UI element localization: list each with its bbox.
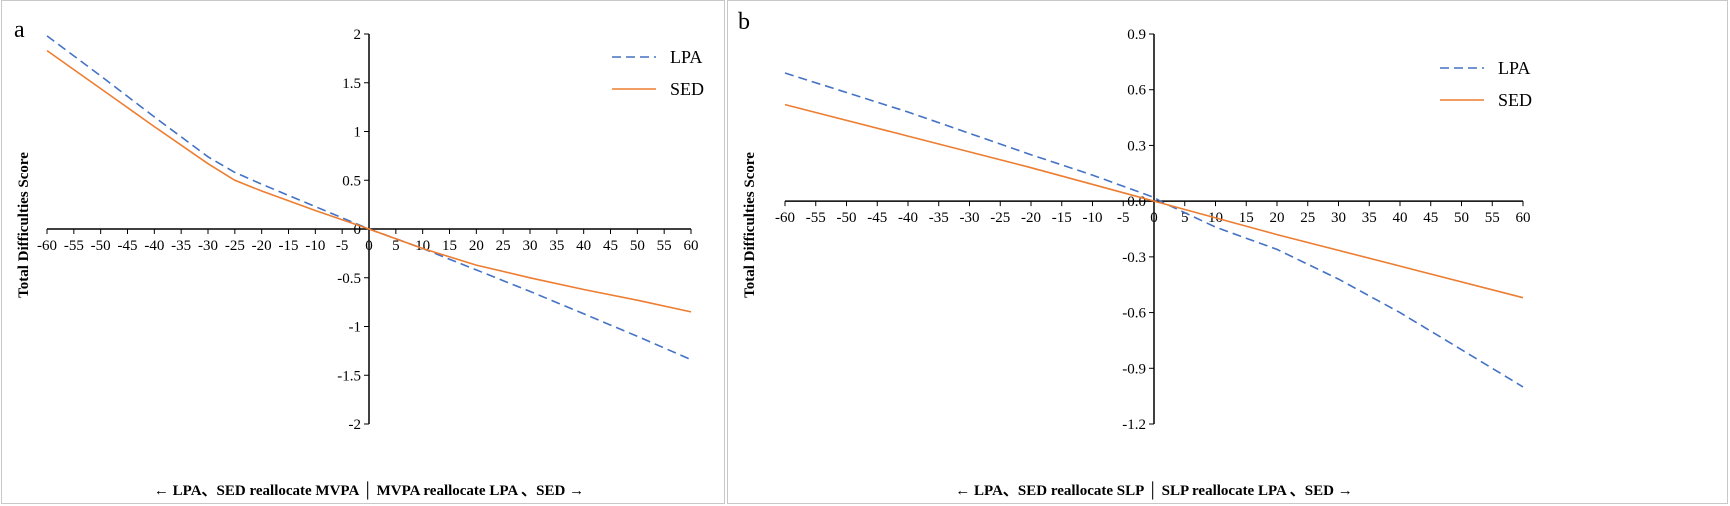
x-tick-label: -10 — [305, 238, 325, 254]
x-tick-label: 30 — [1331, 210, 1346, 226]
y-tick-label: 1 — [354, 125, 362, 141]
x-tick-label: -35 — [929, 210, 949, 226]
x-tick-label: -35 — [171, 238, 191, 254]
x-tick-label: 5 — [392, 238, 400, 254]
y-axis-title: Total Difficulties Score — [742, 152, 758, 298]
y-tick-label: 0 — [354, 222, 362, 238]
x-axis-title: ← LPA、SED reallocate SLP │ SLP reallocat… — [955, 481, 1352, 500]
series-line-lpa — [46, 35, 692, 361]
x-tick-label: -40 — [898, 210, 918, 226]
legend-label-lpa: LPA — [670, 47, 702, 67]
series-line-sed — [46, 49, 692, 313]
y-tick-label: -0.9 — [1122, 361, 1146, 377]
y-tick-label: -1.5 — [337, 368, 361, 384]
legend-label-lpa: LPA — [1498, 58, 1530, 78]
x-tick-label: -15 — [279, 238, 299, 254]
x-tick-label: -55 — [806, 210, 826, 226]
chart-panel-b: b -60 -55 -50 -45 -40 -35 -30 -25 -20 -15 -10 -5 0 5 10… — [727, 0, 1728, 504]
x-tick-label: -55 — [64, 238, 84, 254]
y-tick-label: 0.6 — [1127, 83, 1146, 99]
y-tick-label: 2 — [354, 27, 362, 43]
x-axis-title: ← LPA、SED reallocate MVPA │ MVPA realloc… — [154, 481, 584, 500]
chart-b-svg: b-60 -55 -50 -45 -40 -35 -30 -25 -20 -15 -10 -5 0 5 10… — [738, 9, 1532, 500]
x-tick-label: 45 — [1423, 210, 1438, 226]
series-line-sed — [784, 103, 1524, 299]
panel-letter: a — [14, 17, 25, 43]
x-tick-label: -50 — [837, 210, 857, 226]
chart-a-svg: a-60 -55 -50 -45 -40 -35 -30 -25 -20 -15 -10 -5 0 5 10… — [14, 17, 704, 500]
y-tick-label: -0.3 — [1122, 250, 1146, 266]
x-tick-label: 30 — [523, 238, 538, 254]
x-tick-label: -5 — [1117, 210, 1130, 226]
x-tick-label: -25 — [225, 238, 245, 254]
x-tick-label: 60 — [1516, 210, 1531, 226]
x-tick-label: 25 — [496, 238, 511, 254]
x-tick-label: 0 — [1150, 210, 1158, 226]
x-tick-label: -20 — [252, 238, 272, 254]
x-tick-label: 20 — [1270, 210, 1285, 226]
y-tick-label: -2 — [349, 417, 362, 433]
x-tick-label: -25 — [990, 210, 1010, 226]
y-tick-label: 0.3 — [1127, 138, 1146, 154]
x-tick-label: -30 — [960, 210, 980, 226]
x-tick-label: 25 — [1300, 210, 1315, 226]
x-tick-label: 35 — [549, 238, 564, 254]
x-tick-label: 45 — [603, 238, 618, 254]
y-tick-label: 0.9 — [1127, 27, 1146, 43]
y-tick-label: 0.5 — [342, 173, 361, 189]
x-tick-label: 40 — [576, 238, 591, 254]
x-tick-label: 50 — [1454, 210, 1469, 226]
x-tick-label: 15 — [1239, 210, 1254, 226]
x-tick-label: -10 — [1083, 210, 1103, 226]
x-tick-label: 0 — [365, 238, 373, 254]
x-tick-label: 50 — [630, 238, 645, 254]
y-tick-label: -0.6 — [1122, 306, 1146, 322]
x-tick-label: 60 — [684, 238, 699, 254]
x-tick-label: -45 — [118, 238, 138, 254]
legend-label-sed: SED — [670, 79, 704, 99]
x-tick-label: -5 — [336, 238, 349, 254]
x-tick-label: -30 — [198, 238, 218, 254]
chart-panel-a: a -60 -55 -50 -45 -40 -35 -30 -25 -20 -15 -10 -5 0 5 10… — [1, 0, 725, 504]
x-tick-label: -50 — [91, 238, 111, 254]
x-tick-label: 20 — [469, 238, 484, 254]
legend-label-sed: SED — [1498, 90, 1532, 110]
y-tick-label: -0.5 — [337, 271, 361, 287]
x-tick-label: 35 — [1362, 210, 1377, 226]
y-tick-label: -1 — [349, 320, 362, 336]
x-tick-label: 40 — [1393, 210, 1408, 226]
x-tick-label: -15 — [1052, 210, 1072, 226]
y-tick-label: 1.5 — [342, 76, 361, 92]
series-line-lpa — [784, 72, 1524, 388]
y-axis-title: Total Difficulties Score — [16, 152, 32, 298]
x-tick-label: -60 — [37, 238, 57, 254]
y-tick-label: -1.2 — [1122, 417, 1146, 433]
x-tick-label: -45 — [867, 210, 887, 226]
panel-letter: b — [738, 9, 750, 35]
x-tick-label: 55 — [657, 238, 672, 254]
x-tick-label: -60 — [775, 210, 795, 226]
x-tick-label: -40 — [144, 238, 164, 254]
x-tick-label: 55 — [1485, 210, 1500, 226]
x-tick-label: -20 — [1021, 210, 1041, 226]
x-tick-label: 5 — [1181, 210, 1189, 226]
x-tick-label: 15 — [442, 238, 457, 254]
